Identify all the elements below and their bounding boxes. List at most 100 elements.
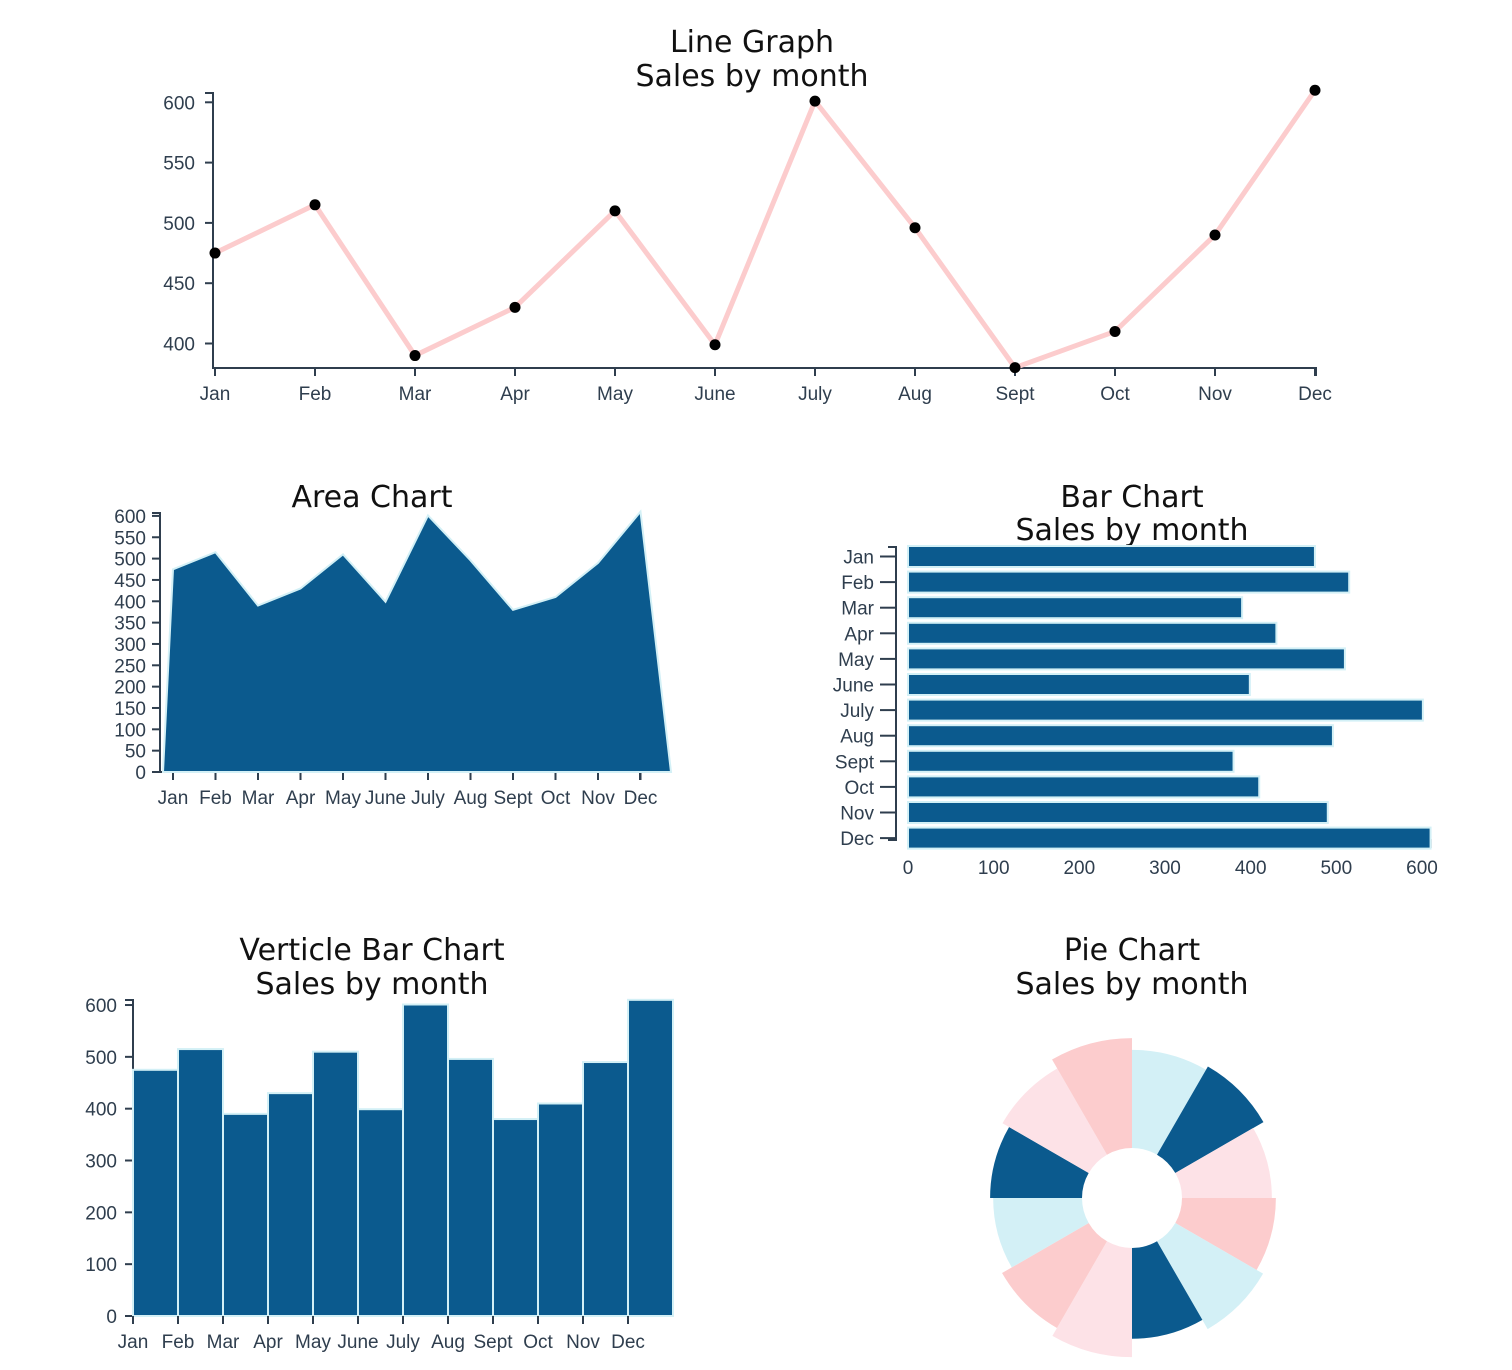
bar bbox=[907, 775, 1261, 799]
bar bbox=[907, 724, 1334, 748]
data-point bbox=[609, 205, 621, 217]
pie-slice bbox=[1175, 1198, 1276, 1270]
bar bbox=[907, 698, 1424, 722]
x-tick-label: Mar bbox=[399, 384, 432, 405]
x-tick-label: Dec bbox=[1298, 384, 1332, 405]
y-tick-label: 550 bbox=[163, 154, 195, 175]
pie-slice bbox=[1002, 1223, 1107, 1328]
x-tick-label: Jan bbox=[158, 788, 189, 809]
y-tick-label: 550 bbox=[114, 528, 146, 549]
y-tick-label: 500 bbox=[85, 1048, 117, 1069]
pie-slice bbox=[1132, 1049, 1207, 1155]
pie-slice bbox=[1052, 1038, 1132, 1155]
x-tick-label: 600 bbox=[1406, 858, 1438, 879]
y-tick-label: 400 bbox=[85, 1100, 117, 1121]
x-tick-label: Dec bbox=[611, 1332, 645, 1353]
x-tick-label: Nov bbox=[1198, 384, 1232, 405]
x-tick-label: Apr bbox=[286, 788, 316, 809]
bar bbox=[907, 596, 1244, 620]
x-tick-label: May bbox=[295, 1332, 331, 1353]
y-tick-label: 400 bbox=[114, 592, 146, 613]
x-tick-label: Sept bbox=[995, 384, 1035, 405]
line-chart: Line Graph Sales by month 400 450 500 550 60… bbox=[163, 25, 1332, 405]
x-tick-label: Mar bbox=[207, 1332, 240, 1353]
bar bbox=[312, 1050, 359, 1318]
bar bbox=[222, 1112, 269, 1317]
y-tick-label: 600 bbox=[163, 93, 195, 114]
y-tick-label: May bbox=[838, 650, 874, 671]
data-point bbox=[1309, 84, 1321, 96]
y-tick-label: 600 bbox=[114, 507, 146, 528]
area-chart: Area Chart 05010015020025030035040045050… bbox=[114, 480, 673, 809]
line-chart-title: Line Graph bbox=[670, 25, 834, 60]
y-tick-label: Apr bbox=[844, 624, 874, 645]
data-point bbox=[909, 222, 921, 234]
y-tick-label: 50 bbox=[125, 742, 146, 763]
pie-slice bbox=[993, 1198, 1089, 1268]
vertical-bar-chart: Verticle Bar Chart Sales by month 0 100 20… bbox=[85, 933, 674, 1353]
y-tick-label: July bbox=[840, 701, 874, 722]
y-tick-label: Oct bbox=[844, 778, 874, 799]
bar bbox=[492, 1118, 539, 1317]
y-tick-label: 350 bbox=[114, 614, 146, 635]
pie-slice bbox=[1157, 1223, 1264, 1330]
y-tick-label: 250 bbox=[114, 656, 146, 677]
y-tick-label: 450 bbox=[163, 274, 195, 295]
hbar-chart-subtitle: Sales by month bbox=[1015, 513, 1248, 548]
y-tick-label: Aug bbox=[840, 727, 874, 748]
pie-slice bbox=[1175, 1128, 1272, 1198]
data-point bbox=[509, 301, 521, 313]
y-tick-label: 100 bbox=[85, 1255, 117, 1276]
y-tick-label: Sept bbox=[835, 752, 875, 773]
hbar-chart-title: Bar Chart bbox=[1060, 480, 1204, 515]
x-tick-label: July bbox=[386, 1332, 420, 1353]
x-tick-label: Apr bbox=[253, 1332, 283, 1353]
data-point bbox=[409, 350, 421, 362]
x-tick-label: Oct bbox=[523, 1332, 553, 1353]
bar bbox=[537, 1102, 584, 1317]
x-tick-label: Nov bbox=[566, 1332, 600, 1353]
x-tick-label: May bbox=[597, 384, 633, 405]
data-point bbox=[1009, 362, 1021, 374]
x-tick-label: July bbox=[798, 384, 832, 405]
x-tick-label: 400 bbox=[1235, 858, 1267, 879]
bar bbox=[402, 1003, 449, 1317]
bar bbox=[267, 1092, 314, 1317]
data-point bbox=[709, 339, 721, 351]
line-chart-subtitle: Sales by month bbox=[635, 59, 868, 94]
vbar-chart-subtitle: Sales by month bbox=[255, 967, 488, 1002]
x-tick-label: Mar bbox=[242, 788, 275, 809]
y-tick-label: 0 bbox=[106, 1307, 117, 1328]
pie-chart-plot bbox=[990, 1038, 1276, 1358]
x-tick-label: June bbox=[694, 384, 735, 405]
y-tick-label: Feb bbox=[841, 573, 874, 594]
y-tick-label: 450 bbox=[114, 571, 146, 592]
x-tick-label: Jan bbox=[118, 1332, 149, 1353]
x-tick-label: 100 bbox=[978, 858, 1010, 879]
series-line bbox=[213, 88, 1318, 371]
y-tick-label: 200 bbox=[85, 1203, 117, 1224]
x-tick-label: Dec bbox=[624, 788, 658, 809]
x-tick-label: May bbox=[325, 788, 361, 809]
line-chart-plot: 400 450 500 550 600 Jan Feb Mar Apr May June July Au… bbox=[163, 84, 1332, 405]
y-tick-label: 0 bbox=[135, 763, 146, 784]
bar bbox=[907, 545, 1316, 568]
bar bbox=[907, 647, 1346, 671]
vbar-chart-plot: 0 100 200 300 400 500 600 Jan Feb Mar Apr May June Ju… bbox=[85, 996, 674, 1353]
bar bbox=[132, 1068, 179, 1317]
x-tick-label: Jan bbox=[200, 384, 231, 405]
area-series bbox=[161, 509, 673, 773]
y-tick-label: 600 bbox=[85, 996, 117, 1017]
bar bbox=[907, 673, 1251, 696]
x-tick-label: Aug bbox=[898, 384, 932, 405]
bar bbox=[447, 1057, 494, 1318]
pie-slice bbox=[1002, 1068, 1107, 1173]
x-tick-label: July bbox=[411, 788, 445, 809]
x-tick-label: Oct bbox=[541, 788, 571, 809]
y-tick-label: 300 bbox=[85, 1152, 117, 1173]
x-tick-label: 200 bbox=[1063, 858, 1095, 879]
y-tick-label: Nov bbox=[840, 804, 874, 825]
area-chart-title: Area Chart bbox=[291, 480, 452, 515]
bar bbox=[907, 826, 1432, 850]
